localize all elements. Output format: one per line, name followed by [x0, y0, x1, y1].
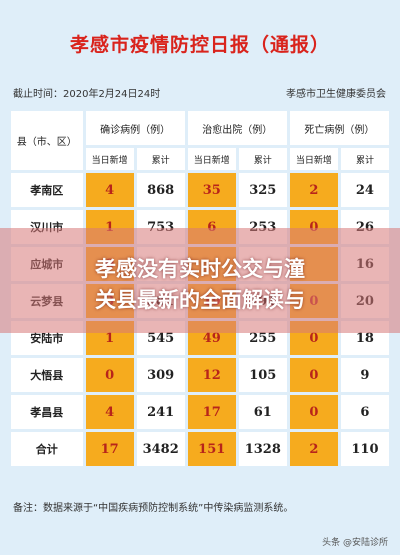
deaths-total-cell: 24	[340, 173, 389, 207]
confirmed-total-cell: 3482	[136, 432, 185, 466]
cured-total-cell: 1328	[238, 432, 287, 466]
confirmed-new-cell: 0	[85, 358, 134, 392]
confirmed-total-cell: 309	[136, 358, 185, 392]
header-confirmed-new: 当日新增	[85, 148, 134, 170]
cured-new-cell: 12	[187, 358, 236, 392]
header-deaths: 死亡病例（例）	[289, 111, 389, 145]
headline-overlay-band	[0, 228, 400, 333]
deaths-total-cell: 6	[340, 395, 389, 429]
table-row: 合计 17 3482 151 1328 2 110	[11, 432, 389, 466]
header-cured-new: 当日新增	[187, 148, 236, 170]
cured-new-cell: 35	[187, 173, 236, 207]
cured-total-cell: 61	[238, 395, 287, 429]
confirmed-total-cell: 868	[136, 173, 185, 207]
deaths-new-cell: 0	[289, 358, 338, 392]
confirmed-new-cell: 4	[85, 395, 134, 429]
cured-total-cell: 325	[238, 173, 287, 207]
region-cell: 孝南区	[11, 173, 83, 207]
header-deaths-total: 累计	[340, 148, 389, 170]
cured-new-cell: 151	[187, 432, 236, 466]
header-confirmed: 确诊病例（例）	[85, 111, 185, 145]
cured-new-cell: 17	[187, 395, 236, 429]
header-deaths-new: 当日新增	[289, 148, 338, 170]
confirmed-new-cell: 17	[85, 432, 134, 466]
report-title: 孝感市疫情防控日报（通报）	[69, 34, 330, 56]
cured-total-cell: 105	[238, 358, 287, 392]
table-row: 孝南区 4 868 35 325 2 24	[11, 173, 389, 207]
table-row: 孝昌县 4 241 17 61 0 6	[11, 395, 389, 429]
header-cured: 治愈出院（例）	[187, 111, 287, 145]
deaths-new-cell: 2	[289, 173, 338, 207]
header-region: 县（市、区）	[11, 111, 83, 170]
watermark: 头条 @安陆诊所	[322, 538, 388, 548]
confirmed-total-cell: 241	[136, 395, 185, 429]
overlay-headline-line-2: 关县最新的全面解读与	[95, 288, 305, 312]
deaths-new-cell: 0	[289, 395, 338, 429]
issuer: 孝感市卫生健康委员会	[286, 89, 386, 100]
overlay-headline-line-1: 孝感没有实时公交与潼	[95, 257, 305, 281]
region-cell: 孝昌县	[11, 395, 83, 429]
region-cell: 大悟县	[11, 358, 83, 392]
deaths-total-cell: 9	[340, 358, 389, 392]
confirmed-new-cell: 4	[85, 173, 134, 207]
table-row: 大悟县 0 309 12 105 0 9	[11, 358, 389, 392]
region-cell: 合计	[11, 432, 83, 466]
cutoff-time: 截止时间：2020年2月24日24时	[13, 89, 161, 100]
header-confirmed-total: 累计	[136, 148, 185, 170]
header-cured-total: 累计	[238, 148, 287, 170]
deaths-new-cell: 2	[289, 432, 338, 466]
data-source-note: 备注：数据来源于“中国疾病预防控制系统”中传染病监测系统。	[13, 503, 294, 514]
deaths-total-cell: 110	[340, 432, 389, 466]
